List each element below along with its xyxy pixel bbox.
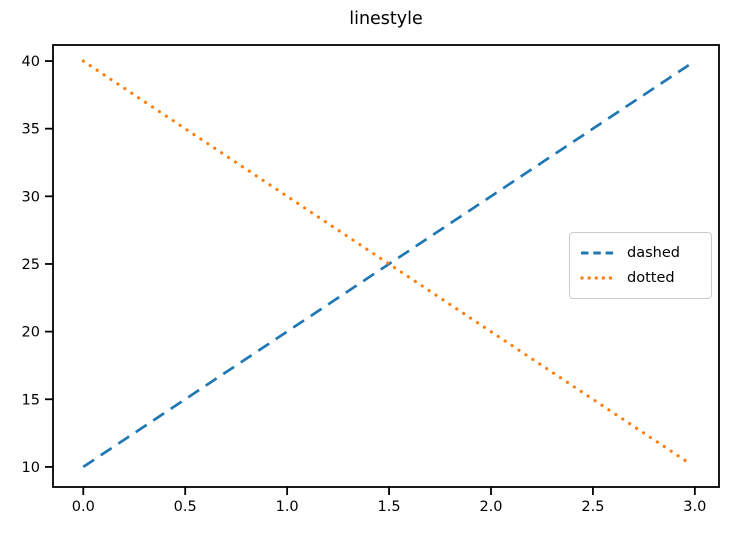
y-tick-label: 30 bbox=[22, 189, 40, 205]
y-tick-label: 10 bbox=[22, 460, 40, 476]
x-tick-label: 0.0 bbox=[72, 499, 95, 515]
legend-label-dotted: dotted bbox=[627, 269, 675, 286]
x-tick-label: 2.5 bbox=[581, 499, 604, 515]
chart-title: linestyle bbox=[349, 9, 423, 29]
axes-frame bbox=[52, 44, 720, 488]
x-tick-label: 0.5 bbox=[174, 499, 197, 515]
x-tick-label: 1.0 bbox=[276, 499, 299, 515]
legend-item-dotted: dotted bbox=[580, 269, 701, 286]
series-line-dotted bbox=[81, 59, 691, 465]
dotted-line-icon bbox=[580, 276, 618, 280]
y-tick-label: 25 bbox=[22, 257, 40, 273]
legend-item-dashed: dashed bbox=[580, 246, 701, 261]
x-tick-label: 1.5 bbox=[378, 499, 401, 515]
legend-label-dashed: dashed bbox=[627, 245, 680, 261]
dashed-line-icon bbox=[581, 251, 617, 255]
y-tick-label: 40 bbox=[22, 54, 40, 70]
y-tick-label: 15 bbox=[22, 392, 40, 408]
legend: dashed dotted bbox=[569, 232, 712, 299]
y-tick-label: 20 bbox=[22, 325, 40, 341]
y-tick-label: 35 bbox=[22, 122, 40, 138]
series-line-dashed bbox=[82, 63, 690, 469]
x-tick-label: 3.0 bbox=[683, 499, 706, 515]
x-tick-label: 2.0 bbox=[479, 499, 502, 515]
